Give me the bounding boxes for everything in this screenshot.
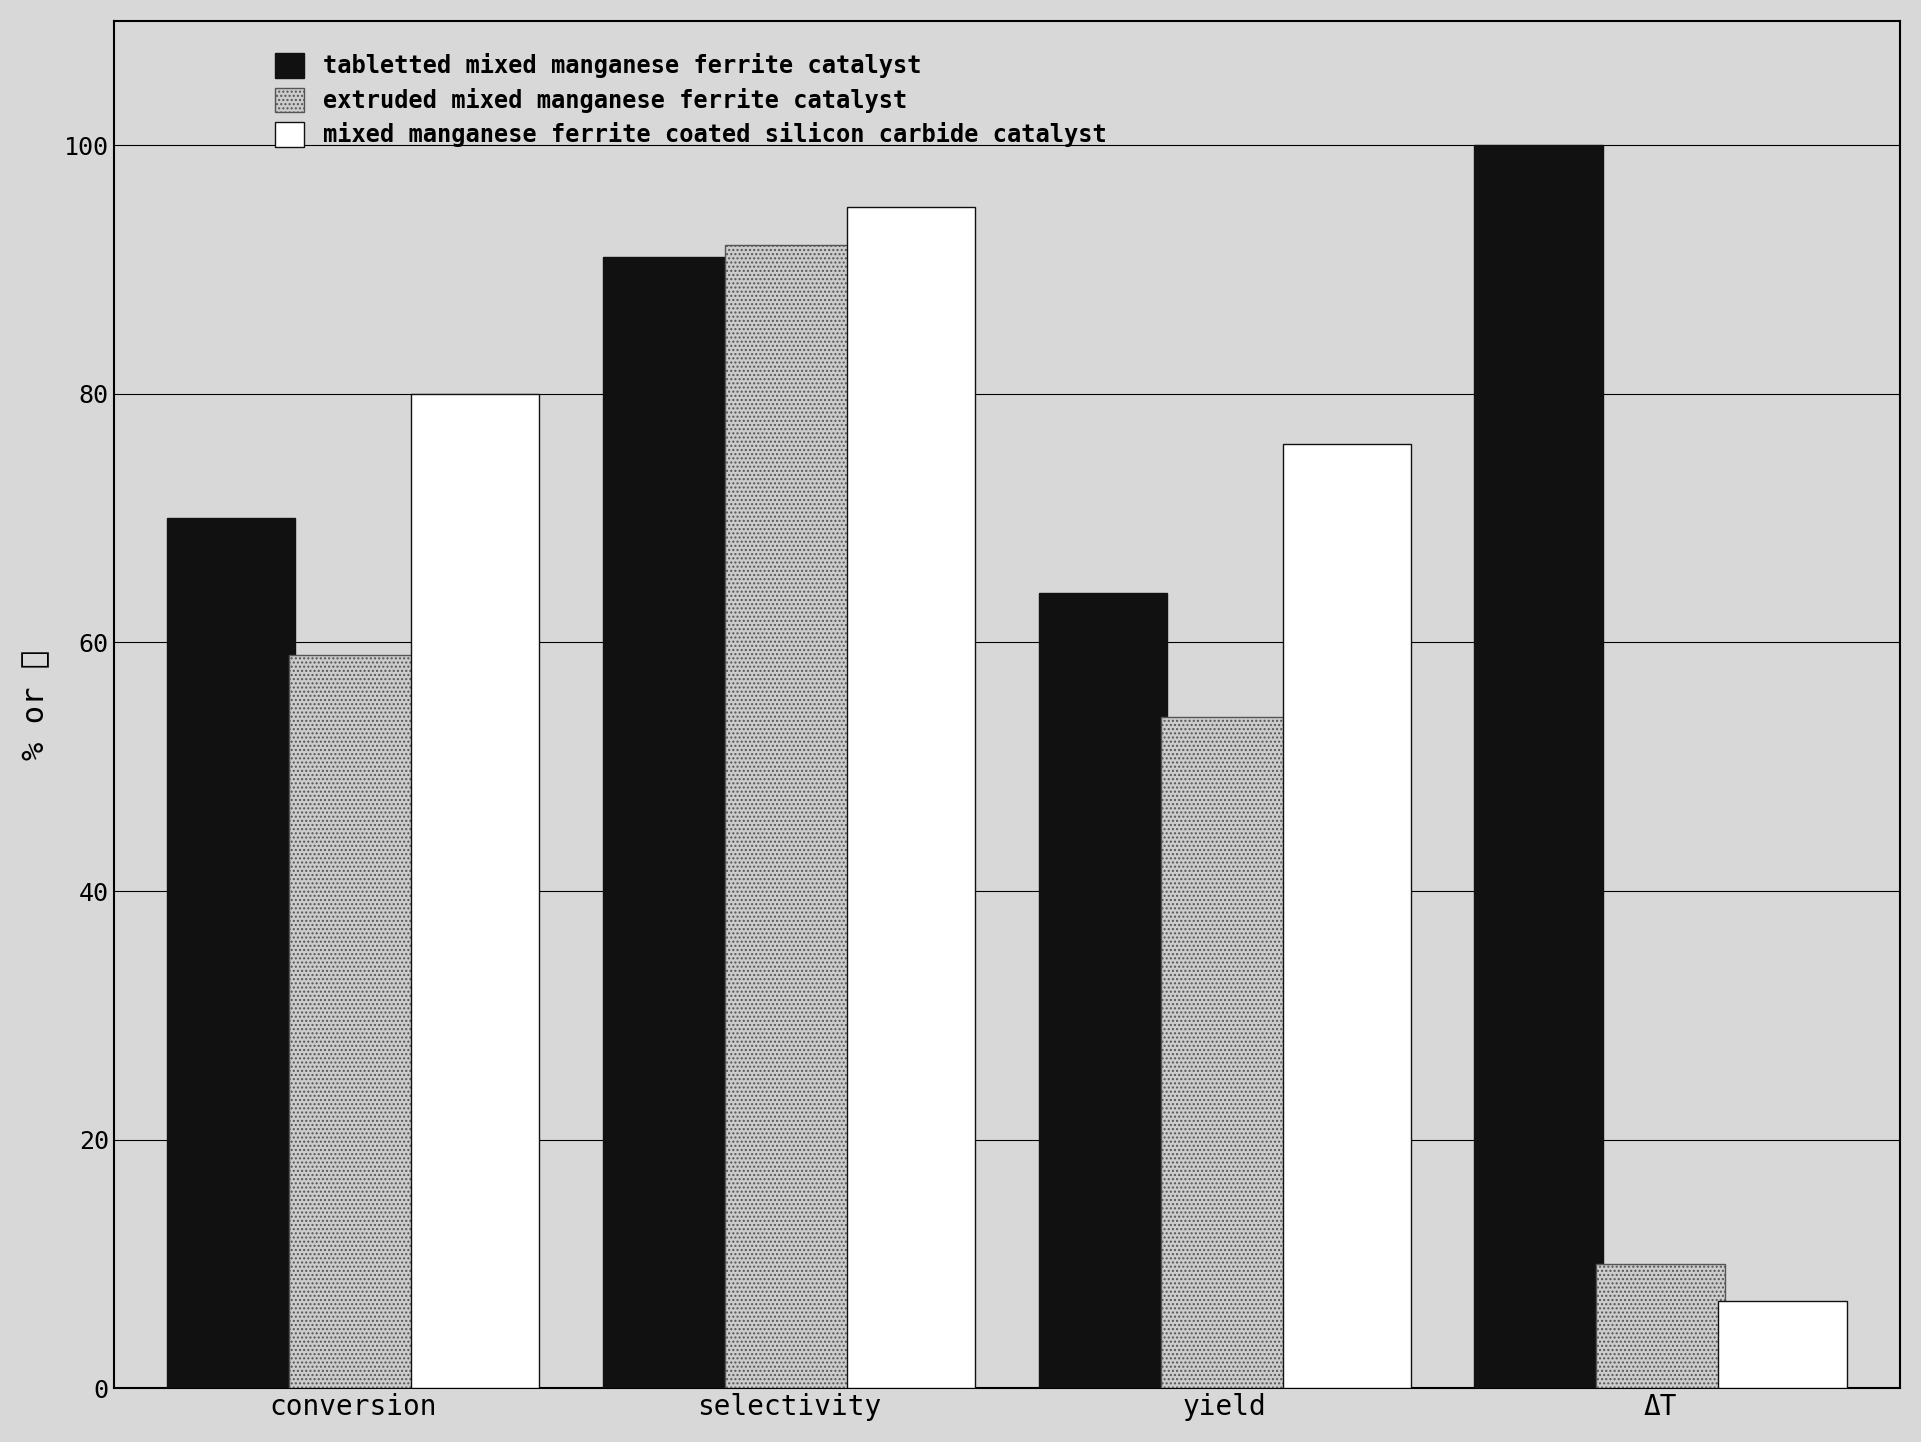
Bar <box>1039 593 1166 1389</box>
Bar <box>603 257 732 1389</box>
Bar <box>167 518 296 1389</box>
Bar <box>847 208 976 1389</box>
Legend: tabletted mixed manganese ferrite catalyst, extruded mixed manganese ferrite cat: tabletted mixed manganese ferrite cataly… <box>269 46 1114 154</box>
Bar <box>1596 1265 1725 1389</box>
Bar <box>1283 444 1410 1389</box>
Bar <box>1160 717 1289 1389</box>
Bar <box>290 655 417 1389</box>
Y-axis label: % or ℃: % or ℃ <box>21 649 50 760</box>
Bar <box>1475 146 1602 1389</box>
Bar <box>411 394 540 1389</box>
Bar <box>1719 1301 1846 1389</box>
Bar <box>724 245 853 1389</box>
